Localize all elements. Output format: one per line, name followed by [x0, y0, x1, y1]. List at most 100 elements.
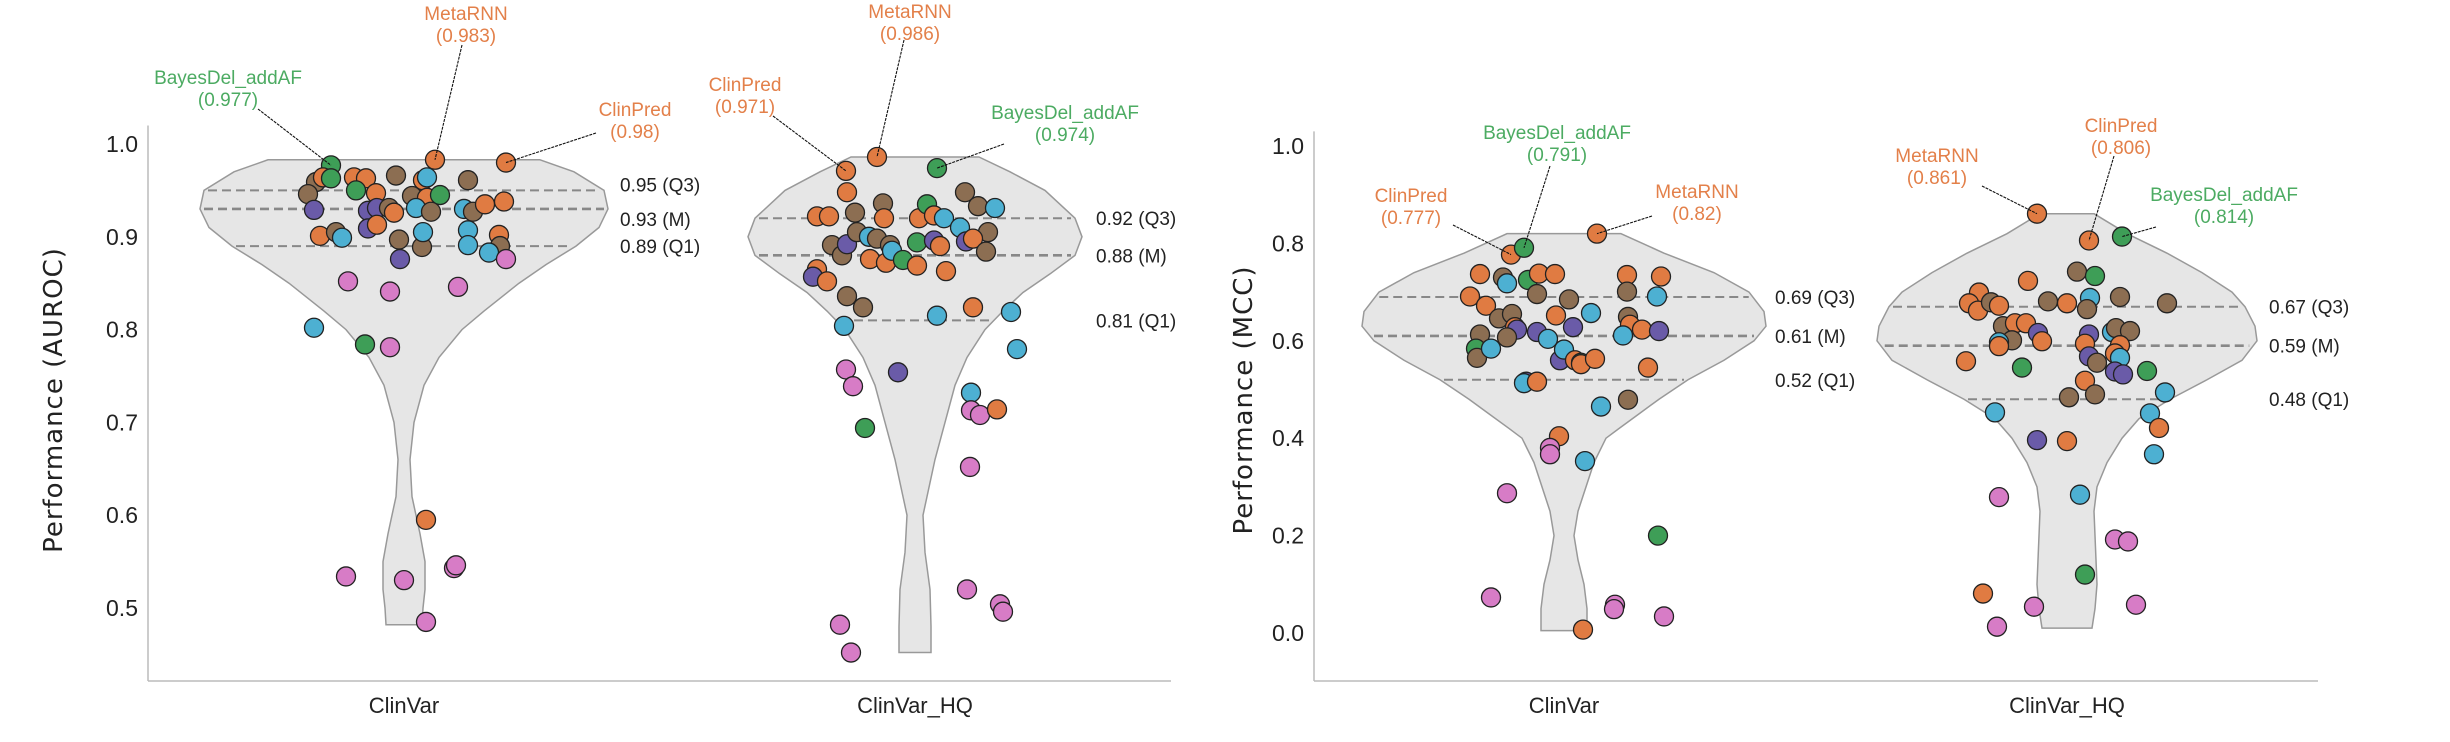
data-point	[2111, 226, 2133, 247]
data-point	[836, 182, 858, 203]
y-tick-label: 0.9	[106, 224, 138, 250]
annotation-leader-line	[1523, 165, 1551, 248]
data-point	[992, 601, 1014, 622]
annotation-model-name: ClinPred	[2085, 116, 2158, 137]
data-point	[1616, 281, 1638, 302]
data-point	[1480, 338, 1502, 359]
data-point	[366, 214, 388, 235]
data-point	[1603, 598, 1625, 620]
y-axis-label: Performance (MCC)	[1229, 265, 1259, 534]
data-point	[2084, 265, 2106, 287]
data-point	[2125, 594, 2147, 615]
data-point	[1646, 286, 1668, 307]
data-point	[906, 232, 928, 253]
data-point	[493, 191, 515, 212]
data-point	[1466, 347, 1488, 368]
annotation-model-name: ClinPred	[709, 75, 782, 96]
data-point	[429, 184, 451, 206]
chart-panel-auroc: 0.5 0.6 0.7 0.8 0.9 1.0 Performance (AUROC) 0.9…	[39, 2, 1176, 718]
y-tick-label: 0.2	[1272, 523, 1304, 549]
annotation-model-value: (0.82)	[1672, 204, 1722, 225]
annotation-model-value: (0.777)	[1381, 208, 1441, 229]
x-tick-label: ClinVar_HQ	[2009, 693, 2125, 718]
annotation-model-name: BayesDel_addAF	[2150, 185, 2298, 206]
data-point	[829, 614, 851, 635]
violin-group-clinvar: 0.69 (Q3) 0.61 (M) 0.52 (Q1) ClinPred(0.777…	[1361, 123, 1855, 718]
data-point	[967, 196, 989, 217]
quartile-label-median: 0.88 (M)	[1096, 246, 1167, 267]
violin-body	[747, 156, 1083, 654]
data-point	[1972, 583, 1994, 604]
data-point	[2109, 286, 2131, 308]
data-point	[1558, 289, 1580, 310]
data-point	[379, 281, 401, 302]
data-point	[2154, 382, 2176, 403]
data-point	[854, 417, 876, 439]
annotation-model-name: BayesDel_addAF	[991, 103, 1139, 124]
data-point	[1496, 483, 1518, 504]
data-point	[2143, 444, 2165, 465]
data-point	[2084, 384, 2106, 405]
annotation-model-name: MetaRNN	[868, 2, 951, 23]
y-tick-label: 0.8	[1272, 230, 1304, 256]
data-point	[1650, 266, 1672, 287]
data-point	[495, 248, 517, 270]
data-point	[1469, 263, 1491, 285]
data-point	[986, 399, 1008, 420]
y-tick-label: 0.8	[106, 317, 138, 343]
data-point	[1647, 525, 1669, 546]
data-point	[2069, 484, 2091, 505]
annotation-model-value: (0.861)	[1907, 168, 1967, 189]
data-point	[1537, 328, 1559, 350]
data-point	[1526, 283, 1548, 305]
data-point	[2011, 357, 2033, 378]
data-point	[1000, 301, 1022, 323]
data-point	[833, 315, 855, 337]
data-point	[842, 376, 864, 397]
data-point	[2156, 293, 2178, 314]
data-point	[1988, 295, 2010, 316]
data-point	[2074, 370, 2096, 391]
data-point	[887, 362, 909, 383]
data-point	[415, 509, 437, 530]
data-point	[929, 235, 951, 257]
data-point	[2139, 403, 2161, 424]
data-point	[345, 180, 367, 201]
data-point	[975, 241, 997, 262]
data-point	[1631, 319, 1653, 340]
y-axis-label: Performance (AUROC)	[39, 247, 69, 553]
data-point	[835, 160, 857, 182]
data-point	[1584, 348, 1606, 369]
violin-group-clinvar-hq: 0.92 (Q3) 0.88 (M) 0.81 (Q1) MetaRNN(0.986)…	[709, 2, 1177, 718]
annotation-leader-line	[2121, 226, 2157, 238]
annotation-model-name: MetaRNN	[1895, 146, 1978, 167]
data-point	[416, 167, 438, 188]
data-point	[383, 202, 405, 223]
data-point	[2056, 293, 2078, 314]
data-point	[393, 570, 415, 591]
data-point	[2117, 531, 2139, 552]
data-point	[412, 222, 434, 243]
data-point	[1496, 327, 1518, 348]
quartile-label-q1: 0.89 (Q1)	[620, 237, 700, 258]
data-point	[962, 297, 984, 318]
x-tick-label: ClinVar	[369, 693, 440, 718]
data-point	[2058, 387, 2080, 408]
y-tick-label: 0.0	[1272, 620, 1304, 646]
data-point	[1572, 619, 1594, 640]
quartile-label-q1: 0.48 (Q1)	[2269, 390, 2349, 411]
quartile-label-q3: 0.67 (Q3)	[2269, 298, 2349, 319]
violin-body	[199, 159, 609, 626]
y-tick-label: 1.0	[106, 131, 138, 157]
data-point	[984, 197, 1006, 219]
data-point	[962, 228, 984, 249]
annotation-model-value: (0.983)	[436, 26, 496, 47]
annotation-model-value: (0.98)	[610, 122, 660, 143]
data-point	[1480, 587, 1502, 608]
data-point	[1612, 325, 1634, 346]
y-tick-label: 0.4	[1272, 425, 1304, 451]
data-point	[457, 235, 479, 256]
data-point	[1617, 389, 1639, 410]
annotation-leader-line	[1981, 185, 2038, 215]
data-point	[873, 208, 895, 229]
